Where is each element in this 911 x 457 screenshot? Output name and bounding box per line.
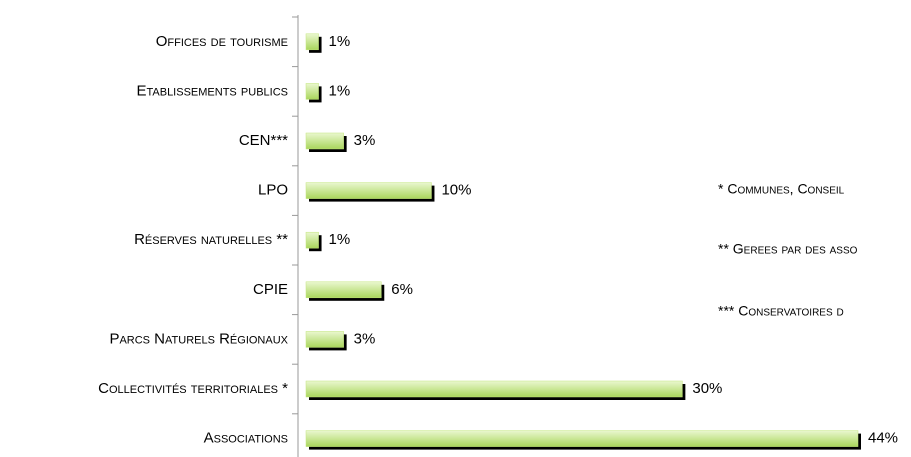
annotation: ** Gerees par des asso [718, 241, 858, 257]
annotation: * Communes, Conseil [718, 181, 845, 197]
category-label: Collectivités territoriales * [98, 380, 288, 397]
bar [305, 231, 322, 252]
bar [305, 331, 347, 351]
value-label: 3% [354, 330, 376, 347]
category-label: Associations [204, 430, 288, 447]
annotation: *** Conservatoires d [718, 303, 844, 319]
bar [305, 83, 322, 103]
category-label: Réserves naturelles ** [134, 231, 288, 248]
bar-body [305, 380, 683, 398]
bar [305, 430, 861, 450]
bar-body [305, 83, 319, 100]
bar-body [305, 281, 382, 299]
value-label: 30% [692, 380, 722, 397]
bar [305, 380, 686, 400]
category-label: Parcs Naturels Régionaux [109, 330, 288, 347]
category-label: CEN*** [239, 132, 288, 149]
bar-body [305, 132, 344, 150]
value-label: 1% [329, 33, 351, 50]
value-label: 3% [354, 132, 376, 149]
bar-body [305, 231, 319, 249]
bar-body [305, 331, 344, 348]
category-label: CPIE [253, 281, 288, 298]
category-label: Etablissements publics [136, 82, 288, 99]
bar-body [305, 33, 319, 51]
bar-body [305, 182, 432, 199]
bar [305, 281, 385, 301]
category-label: LPO [258, 182, 288, 199]
bar [305, 182, 435, 202]
value-label: 10% [441, 182, 471, 199]
bar-body [305, 430, 859, 447]
value-label: 6% [391, 281, 413, 298]
bar [305, 132, 347, 152]
value-label: 1% [329, 82, 351, 99]
bar [305, 33, 322, 53]
value-label: 44% [868, 430, 898, 447]
value-label: 1% [329, 231, 351, 248]
category-label: Offices de tourisme [156, 33, 288, 50]
